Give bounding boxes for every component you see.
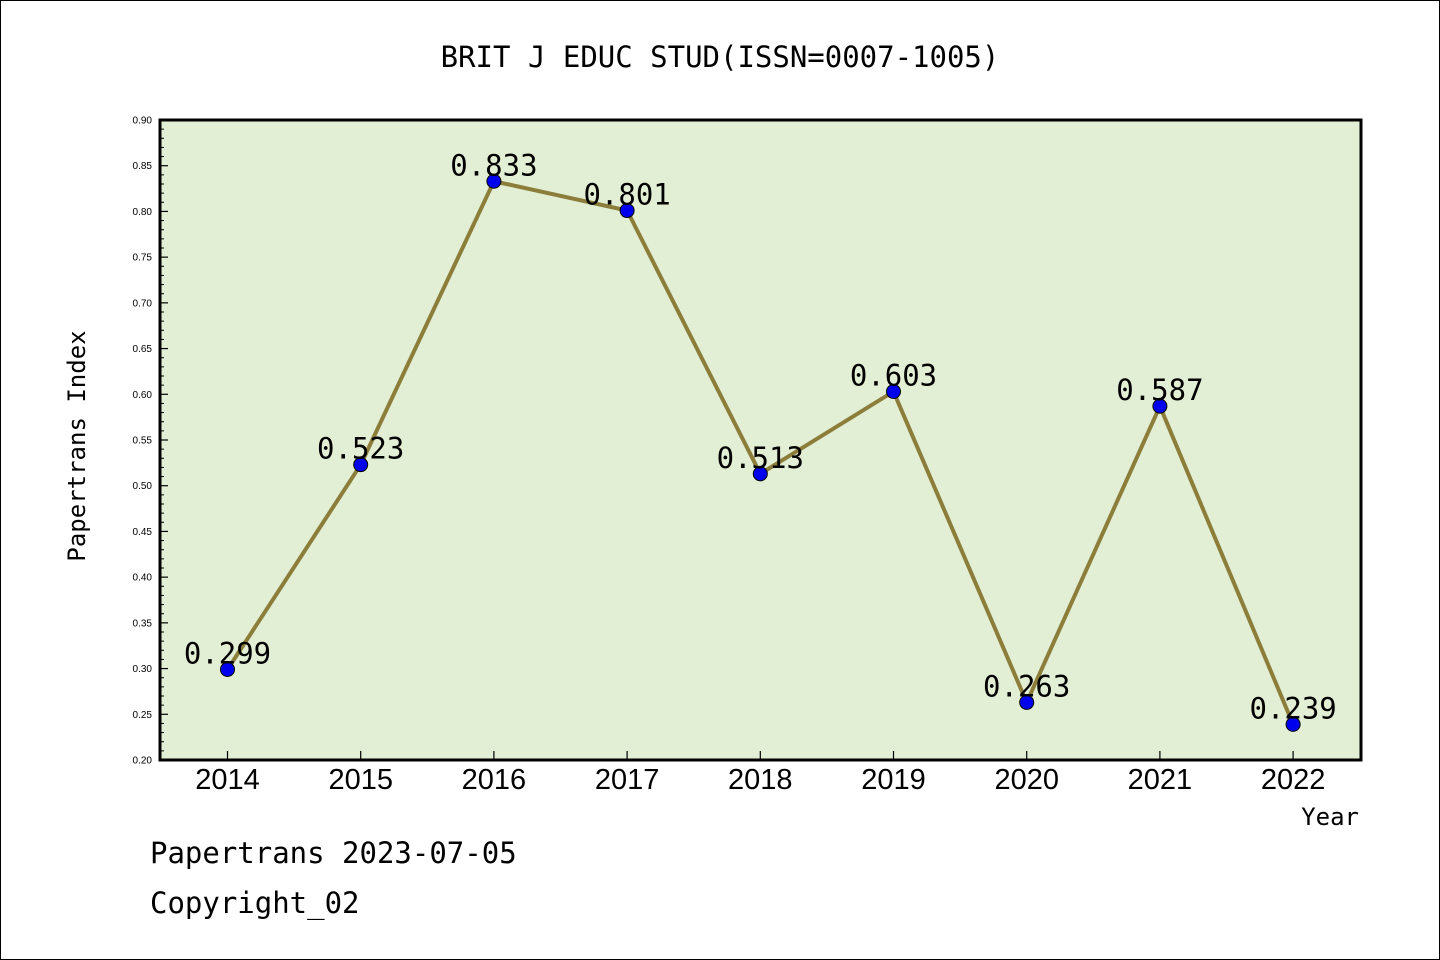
y-tick-label: 0.45 [133, 527, 153, 538]
y-tick-label: 0.55 [133, 436, 153, 447]
data-point [1019, 694, 1035, 710]
data-point [1152, 398, 1168, 414]
x-tick-label: 2015 [328, 764, 393, 796]
y-tick-label: 0.35 [133, 618, 153, 629]
data-label: 0.263 [983, 669, 1070, 703]
y-tick-label: 0.20 [133, 756, 153, 767]
y-tick-label: 0.50 [133, 481, 153, 492]
data-label: 0.801 [583, 178, 670, 212]
footer-copyright: Copyright_02 [150, 886, 360, 920]
y-tick-label: 0.70 [133, 298, 153, 309]
y-tick-label: 0.65 [133, 344, 153, 355]
data-labels: 0.299 0.523 0.833 0.801 0.513 0.603 0.263 0.587… [184, 148, 1337, 725]
series-markers [220, 173, 1301, 732]
data-point [619, 203, 635, 219]
x-tick-label: 2019 [861, 764, 926, 796]
data-label: 0.299 [184, 636, 271, 670]
data-point [486, 173, 502, 189]
x-tick-label: 2020 [994, 764, 1059, 796]
data-point [1285, 716, 1301, 732]
x-tick-label: 2014 [195, 764, 260, 796]
x-axis-label: Year [1301, 803, 1359, 831]
data-point [886, 384, 901, 400]
y-tick-label: 0.25 [133, 710, 153, 721]
y-tick-label: 0.30 [133, 664, 153, 675]
data-label: 0.239 [1249, 691, 1336, 725]
data-label: 0.833 [450, 148, 537, 182]
data-label: 0.603 [850, 359, 937, 393]
y-tick-label: 0.75 [133, 253, 153, 264]
data-point [353, 457, 369, 473]
y-tick-label: 0.90 [133, 116, 153, 127]
x-axis-ticks: 2014 2015 2016 2017 2018 2019 2020 2021 2022 [195, 751, 1325, 796]
footer-date: Papertrans 2023-07-05 [150, 836, 517, 870]
y-axis-ticks: 0.20 0.25 0.30 0.35 0.40 0.45 0.50 0.55 0.60 0.65… [133, 116, 168, 767]
data-point [220, 661, 235, 677]
x-tick-label: 2016 [462, 764, 527, 796]
data-label: 0.513 [717, 441, 804, 475]
data-point [752, 466, 768, 482]
chart-title: BRIT J EDUC STUD(ISSN=0007-1005) [441, 40, 1000, 74]
x-tick-label: 2018 [728, 764, 793, 796]
x-tick-label: 2021 [1128, 764, 1193, 796]
y-tick-label: 0.40 [133, 573, 153, 584]
data-label: 0.523 [317, 432, 404, 466]
x-tick-label: 2022 [1261, 764, 1326, 796]
plot-area [158, 118, 1363, 762]
y-tick-label: 0.85 [133, 161, 153, 172]
y-axis-label: Papertrans Index [63, 330, 91, 561]
data-label: 0.587 [1116, 373, 1203, 407]
x-tick-label: 2017 [595, 764, 660, 796]
y-tick-label: 0.60 [133, 390, 153, 401]
y-tick-label: 0.80 [133, 207, 153, 218]
